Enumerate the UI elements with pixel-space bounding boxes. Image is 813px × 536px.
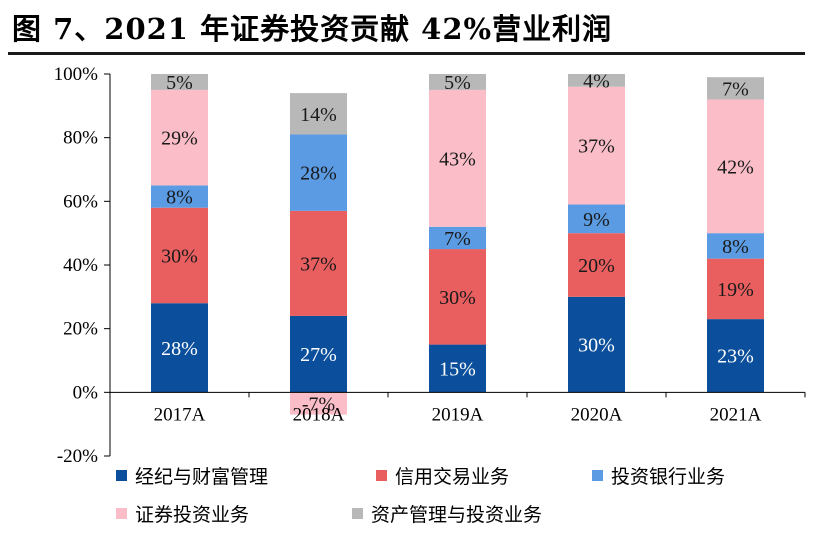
legend-item-credit-trading: 信用交易业务 <box>376 462 509 489</box>
x-tick-label: 2021A <box>710 404 762 425</box>
data-label: 14% <box>300 104 337 126</box>
bar-segment <box>707 258 764 320</box>
y-tick-label: 100% <box>54 64 99 85</box>
bar-segment <box>290 93 347 135</box>
legend-label: 经纪与财富管理 <box>135 466 269 488</box>
data-label: 30% <box>161 245 198 267</box>
bar-segment <box>568 296 625 393</box>
bar-segment <box>151 185 208 208</box>
data-label: 8% <box>166 187 193 209</box>
legend-swatch <box>116 470 127 481</box>
data-label: 8% <box>722 236 749 258</box>
bar-segment <box>707 233 764 259</box>
data-label: 42% <box>717 156 754 178</box>
data-label: 9% <box>583 209 610 231</box>
bar-segment <box>429 249 486 345</box>
x-tick-label: 2018A <box>293 404 345 425</box>
data-label: 5% <box>166 72 193 94</box>
bar-segment <box>707 99 764 234</box>
x-tick-label: 2019A <box>432 404 484 425</box>
legend-item-brokerage-wealth: 经纪与财富管理 <box>116 462 268 489</box>
data-label: 20% <box>578 255 615 277</box>
bar-segment <box>151 74 208 90</box>
bar-segment <box>707 319 764 393</box>
bar-segment <box>290 315 347 393</box>
bar-segment <box>290 134 347 211</box>
legend-item-investment-banking: 投资银行业务 <box>592 462 725 489</box>
bar-segment <box>707 77 764 100</box>
data-label: 23% <box>717 346 754 368</box>
data-label: 5% <box>444 72 471 94</box>
legend-label: 证券投资业务 <box>135 504 250 526</box>
legend-swatch <box>376 470 387 481</box>
data-label: 7% <box>722 78 749 100</box>
data-label: 37% <box>578 136 615 158</box>
y-tick-label: 20% <box>63 319 98 340</box>
legend-label: 资产管理与投资业务 <box>371 504 543 526</box>
legend-swatch <box>592 470 603 481</box>
data-label: 28% <box>300 163 337 185</box>
y-tick-label: 60% <box>63 191 98 212</box>
bar-segment <box>290 392 347 415</box>
legend-item-securities-investment: 证券投资业务 <box>116 500 249 527</box>
data-label: 43% <box>439 148 476 170</box>
bar-segment <box>429 344 486 393</box>
legend-label: 信用交易业务 <box>395 466 510 488</box>
x-tick-label: 2020A <box>571 404 623 425</box>
page-title: 图 7、2021 年证券投资贡献 42%营业利润 <box>12 12 613 46</box>
y-tick-label: 80% <box>63 128 98 149</box>
legend-label: 投资银行业务 <box>611 466 726 488</box>
bar-segment <box>151 303 208 393</box>
data-label: 27% <box>300 344 337 366</box>
data-label: 30% <box>578 335 615 357</box>
data-label: 4% <box>583 70 610 92</box>
data-label: 28% <box>161 338 198 360</box>
bar-segment <box>568 86 625 205</box>
bar-segment <box>568 74 625 87</box>
data-label: 37% <box>300 253 337 275</box>
data-label: 7% <box>444 228 471 250</box>
chart-legend: 经纪与财富管理 信用交易业务 投资银行业务 证券投资业务 资产管理与投资业务 <box>110 458 800 534</box>
y-tick-label: 0% <box>73 382 99 403</box>
data-label: 19% <box>717 279 754 301</box>
bar-segment <box>151 89 208 186</box>
title-divider <box>8 52 805 55</box>
bar-segment <box>151 207 208 304</box>
data-label: 29% <box>161 128 198 150</box>
bar-segment <box>429 89 486 227</box>
legend-swatch <box>116 508 127 519</box>
data-label: -7% <box>302 393 335 415</box>
y-tick-label: 40% <box>63 255 98 276</box>
bar-segment <box>290 210 347 316</box>
y-tick-label: -20% <box>57 446 98 467</box>
data-label: 30% <box>439 287 476 309</box>
legend-swatch <box>352 508 363 519</box>
bar-segment <box>429 74 486 90</box>
bar-segment <box>568 204 625 234</box>
bar-segment <box>568 233 625 297</box>
bar-segment <box>429 226 486 250</box>
x-tick-label: 2017A <box>154 404 206 425</box>
legend-item-asset-management: 资产管理与投资业务 <box>352 500 542 527</box>
data-label: 15% <box>439 358 476 380</box>
